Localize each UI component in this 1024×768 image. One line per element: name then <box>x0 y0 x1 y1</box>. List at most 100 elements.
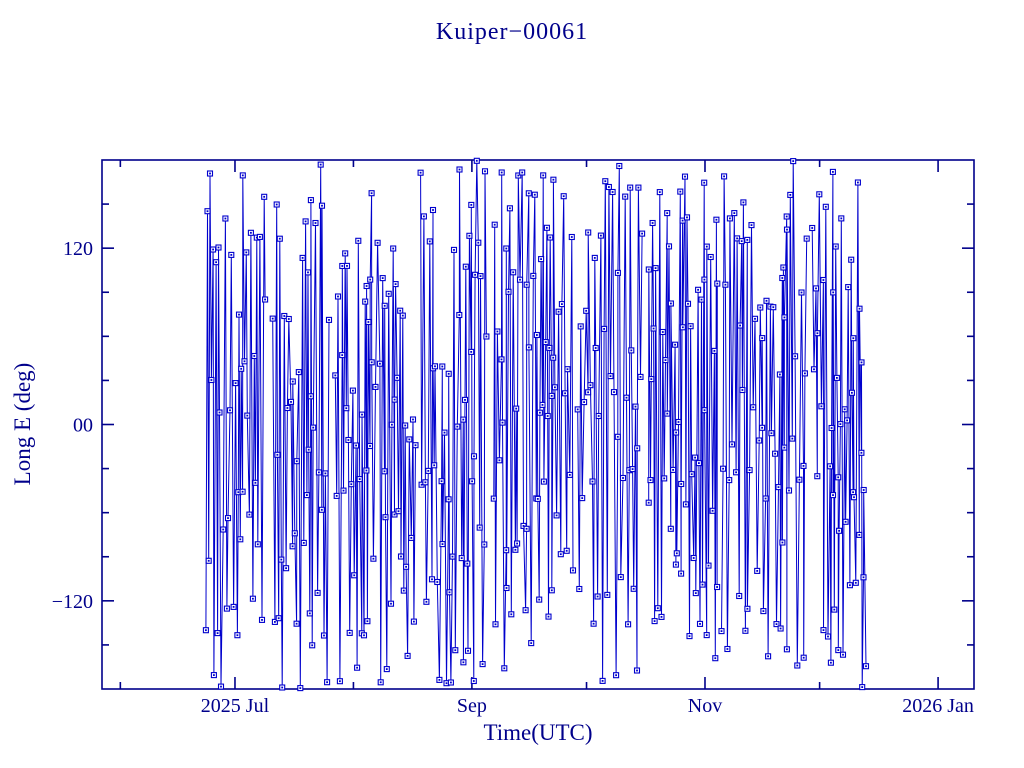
data-point-dot <box>698 462 700 464</box>
data-point-dot <box>544 341 547 343</box>
data-point-dot <box>206 210 209 213</box>
data-point-dot <box>709 256 712 258</box>
data-point-dot <box>420 483 423 486</box>
data-point-dot <box>689 325 692 328</box>
data-point-dot <box>613 391 615 393</box>
data-point-dot <box>466 562 469 565</box>
data-point-dot <box>865 665 867 668</box>
data-point-dot <box>600 234 602 237</box>
data-point-dot <box>714 657 717 660</box>
data-point-dot <box>824 205 827 208</box>
data-point-dot <box>594 347 597 349</box>
data-point-dot <box>669 527 672 530</box>
data-point-dot <box>630 349 633 352</box>
data-point-dot <box>253 355 256 357</box>
data-point-dot <box>775 623 778 625</box>
data-point-dot <box>440 480 443 483</box>
data-point-dot <box>236 634 239 637</box>
data-point-dot <box>470 204 473 206</box>
data-point-dot <box>713 350 716 352</box>
data-point-dot <box>765 299 768 302</box>
data-point-dot <box>736 237 738 240</box>
data-point-dot <box>306 494 308 496</box>
data-point-dot <box>675 431 677 434</box>
data-point-dot <box>318 471 320 474</box>
data-point-dot <box>685 503 687 506</box>
data-point-dot <box>596 595 599 598</box>
data-point-dot <box>335 495 338 497</box>
data-point-dot <box>774 452 776 455</box>
data-point-dot <box>680 483 683 485</box>
data-point-dot <box>830 427 833 429</box>
data-point-dot <box>237 491 240 494</box>
track-line-layer <box>205 160 867 689</box>
data-point-dot <box>536 498 539 500</box>
data-point-dot <box>686 216 688 219</box>
data-point-dot <box>498 459 501 462</box>
data-point-dot <box>481 663 484 665</box>
data-point-dot <box>434 365 436 368</box>
data-point-dot <box>759 306 762 309</box>
data-point-dot <box>739 324 741 327</box>
data-point-dot <box>818 193 821 196</box>
data-point-dot <box>707 564 710 567</box>
data-point-dot <box>323 634 325 637</box>
data-point-dot <box>357 239 360 242</box>
data-point-dot <box>259 236 261 238</box>
data-point-dot <box>308 612 311 615</box>
data-point-dot <box>830 661 832 664</box>
data-point-dot <box>629 186 632 189</box>
data-point-dot <box>781 277 784 279</box>
data-point-dot <box>650 378 653 380</box>
data-point-dot <box>837 476 840 479</box>
data-point-dot <box>660 616 663 618</box>
data-point-dot <box>851 391 853 394</box>
data-point-dot <box>565 549 568 552</box>
data-point-dot <box>500 358 503 361</box>
data-point-dot <box>383 470 386 473</box>
data-point-dot <box>530 642 533 644</box>
data-point-dot <box>299 687 302 689</box>
track-line-segment <box>721 161 808 666</box>
data-point-dot <box>304 220 307 223</box>
data-point-dot <box>320 508 323 511</box>
data-point-dot <box>428 240 431 243</box>
data-point-dot <box>205 629 207 632</box>
data-point-dot <box>376 241 379 244</box>
data-point-dot <box>353 574 356 577</box>
data-point-dot <box>361 413 363 416</box>
data-point-dot <box>589 384 592 387</box>
data-point-dot <box>525 283 528 286</box>
data-point-dot <box>796 664 799 667</box>
data-point-dot <box>525 527 528 530</box>
data-point-dot <box>401 314 404 317</box>
track-line-segment <box>272 164 330 689</box>
data-point-dot <box>275 203 278 206</box>
data-point-dot <box>758 439 761 442</box>
data-point-dot <box>804 372 806 375</box>
y-tick-label: 00 <box>73 415 93 437</box>
data-point-dot <box>587 231 590 234</box>
data-point-dot <box>750 224 753 226</box>
data-point-dot <box>468 234 471 237</box>
data-point-dot <box>473 455 475 458</box>
data-point-dot <box>467 649 469 652</box>
data-point-dot <box>261 619 263 621</box>
data-point-dot <box>561 303 563 305</box>
data-point-dot <box>634 405 637 408</box>
data-point-dot <box>393 398 396 401</box>
data-point-dot <box>786 648 788 651</box>
data-point-dot <box>248 513 251 516</box>
data-point-dot <box>723 175 725 178</box>
data-point-dot <box>852 337 855 340</box>
data-point-dot <box>425 600 428 603</box>
data-point-dot <box>433 464 436 467</box>
data-point-dot <box>570 236 573 238</box>
data-point-dot <box>369 278 372 281</box>
data-point-dot <box>552 178 555 181</box>
data-point-dot <box>316 592 319 594</box>
data-point-dot <box>243 360 246 363</box>
data-point-dot <box>611 191 614 193</box>
data-point-dot <box>217 246 220 249</box>
